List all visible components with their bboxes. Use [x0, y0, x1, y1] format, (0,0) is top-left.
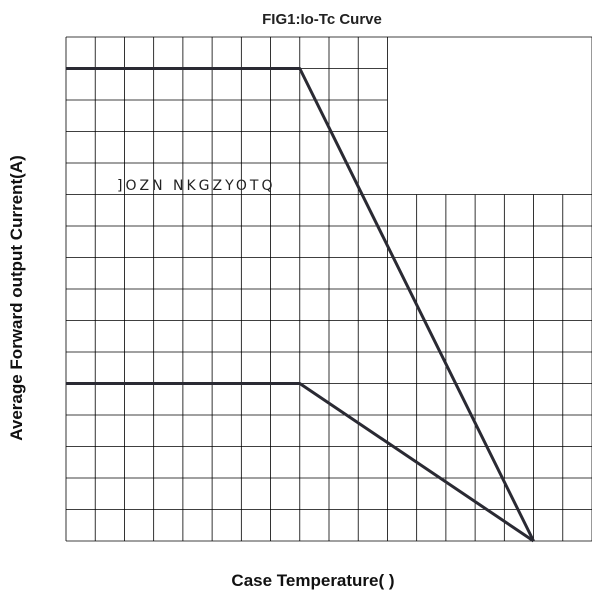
- series-line-2: [66, 382, 535, 543]
- series-line-1: [66, 67, 535, 542]
- series-layer: [66, 67, 535, 543]
- chart-title: FIG1:Io-Tc Curve: [262, 11, 382, 28]
- y-axis-label: Average Forward output Current(A): [7, 155, 26, 441]
- grid: [65, 36, 592, 542]
- chart-annotation: ]OZN NKGZYOTQ: [117, 178, 275, 194]
- x-axis-label: Case Temperature( ): [231, 571, 394, 590]
